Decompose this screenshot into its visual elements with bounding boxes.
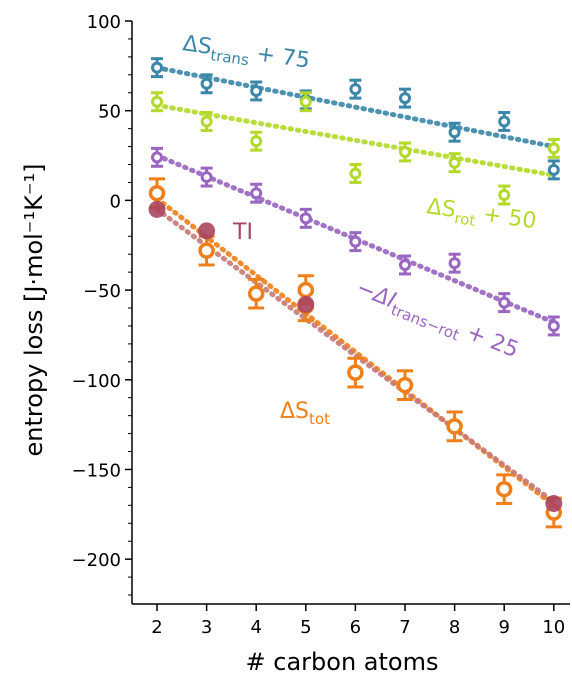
data-point (399, 145, 411, 158)
data-point (347, 364, 364, 381)
data-point (247, 285, 265, 302)
ti-point (148, 200, 166, 218)
data-point (399, 258, 411, 271)
x-axis-label: # carbon atoms (246, 648, 439, 676)
data-point (250, 187, 263, 200)
data-point (250, 84, 263, 97)
data-point (547, 163, 560, 176)
data-point (250, 135, 263, 148)
data-point (148, 184, 166, 202)
data-point (446, 418, 463, 435)
data-point (200, 115, 213, 128)
x-tick-label: 6 (350, 617, 361, 638)
x-tick-label: 4 (250, 617, 261, 638)
data-point (448, 156, 461, 169)
data-point (200, 77, 213, 90)
ti-point (545, 495, 563, 513)
fit-line (154, 206, 557, 505)
x-tick-label: 5 (300, 617, 311, 638)
annotation-rot: ΔSrot + 50 (425, 194, 538, 238)
data-point (151, 95, 163, 108)
x-tick-label: 2 (151, 617, 162, 638)
x-tick-label: 9 (498, 617, 509, 638)
y-tick-label: 0 (110, 191, 121, 212)
annotation-ti: TI (232, 220, 253, 245)
data-point (399, 92, 411, 105)
y-tick-label: −100 (72, 371, 121, 392)
ti-point (297, 295, 315, 313)
fit-lines-layer (154, 65, 557, 508)
data-point (547, 319, 560, 332)
y-tick-label: −200 (72, 550, 121, 571)
annotation-tot: ΔStot (280, 399, 330, 428)
y-tick-label: 100 (87, 12, 121, 33)
annotation-trans: ΔStrans + 75 (181, 31, 312, 78)
data-point (299, 95, 312, 108)
x-tick-label: 10 (542, 617, 565, 638)
data-point (299, 212, 312, 225)
ti-point (198, 222, 216, 240)
data-point (498, 296, 511, 309)
axes-layer: 100 50 0 −50 −100 −150 −200 2 3 4 5 6 7 8 9 10 (72, 12, 570, 638)
x-tick-label: 8 (449, 617, 460, 638)
data-point (396, 376, 414, 394)
data-point (498, 115, 511, 128)
y-tick-label: −150 (72, 460, 121, 481)
data-point (349, 167, 362, 180)
data-point (448, 257, 461, 270)
data-point (349, 235, 362, 248)
annotation-info: −ΔItrans−rot + 25 (351, 275, 522, 366)
data-point (200, 171, 213, 184)
data-point (495, 480, 513, 498)
data-point (151, 151, 163, 164)
data-point (498, 189, 511, 202)
x-tick-label: 3 (201, 617, 212, 638)
data-points-layer (148, 57, 563, 529)
data-point (297, 281, 315, 299)
data-point (448, 126, 461, 139)
data-point (547, 142, 560, 155)
data-point (198, 242, 215, 259)
fit-line (154, 65, 557, 150)
fit-line (154, 102, 557, 178)
data-point (151, 61, 163, 74)
y-tick-label: −50 (83, 281, 121, 302)
y-tick-label: 50 (98, 102, 121, 123)
data-point (349, 83, 362, 96)
y-axis-label: entropy loss [J·mol⁻¹K⁻¹] (20, 164, 48, 457)
x-tick-label: 7 (399, 617, 410, 638)
